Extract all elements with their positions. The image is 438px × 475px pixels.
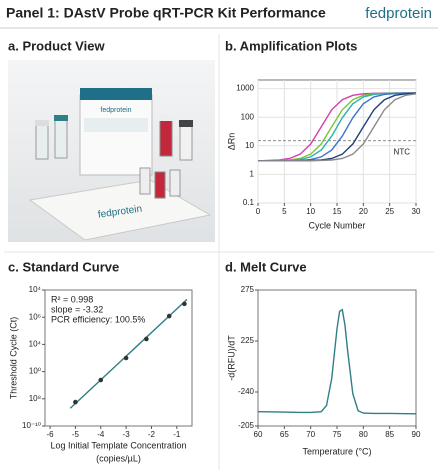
plot-frame <box>44 289 193 427</box>
y-tick-label: 275 <box>241 285 255 294</box>
y-axis-label: -d(RFU)/dT <box>226 335 236 381</box>
x-tick-label: 85 <box>385 430 394 439</box>
y-tick-label: 10⁻¹⁰ <box>22 421 41 430</box>
x-tick-label: 25 <box>385 207 394 216</box>
y-tick-label: 0.1 <box>243 198 255 207</box>
x-tick-label: 90 <box>412 430 421 439</box>
x-tick-label: -2 <box>148 430 156 439</box>
x-tick-label: 5 <box>282 207 287 216</box>
series-line <box>257 308 417 415</box>
x-tick-label: 10 <box>306 207 315 216</box>
series-line <box>258 93 417 162</box>
y-tick-label: 10⁴ <box>29 285 42 294</box>
y-axis-label: Threshold Cycle (Ct) <box>8 317 18 400</box>
x-tick-label: 30 <box>412 207 421 216</box>
header-title: Panel 1: DAstV Probe qRT-PCR Kit Perform… <box>6 5 326 21</box>
y-tick-label: 1000 <box>236 84 254 93</box>
x-tick-label: 70 <box>306 430 315 439</box>
point <box>144 336 149 342</box>
panel-title: a. Product View <box>8 38 105 53</box>
point <box>166 313 172 319</box>
x-tick-label: 60 <box>254 430 263 439</box>
x-tick-label: -3 <box>123 430 131 439</box>
annotation: PCR efficiency: 100.5% <box>51 314 145 324</box>
y-tick-label: -205 <box>238 421 255 430</box>
x-tick-label: -5 <box>72 430 80 439</box>
y-tick-label: 10⁴ <box>29 340 42 349</box>
y-tick-label: 10 <box>245 141 254 150</box>
x-tick-label: -4 <box>97 430 105 439</box>
chart-title: c. Standard Curve <box>8 259 119 274</box>
y-tick-label: 1 <box>250 170 255 179</box>
y-axis-label: ΔRn <box>226 133 236 151</box>
x-tick-label: 20 <box>359 207 368 216</box>
point <box>73 399 78 405</box>
chart-title: b. Amplification Plots <box>225 38 357 53</box>
point <box>123 355 129 361</box>
annotation: slope = -3.32 <box>51 304 103 314</box>
x-tick-label: -1 <box>173 430 181 439</box>
x-tick-label: 80 <box>359 430 368 439</box>
y-tick-label: 10⁸ <box>29 394 41 403</box>
y-tick-label: 225 <box>241 336 255 345</box>
plot-frame <box>257 289 417 427</box>
product-photo: fedprotein fedprotein <box>8 60 215 242</box>
x-axis-label: (copies/µL) <box>96 453 141 463</box>
chart-title: d. Melt Curve <box>225 259 307 274</box>
series-label: NTC <box>394 147 411 156</box>
x-axis-label: Temperature (°C) <box>302 446 371 456</box>
x-tick-label: 65 <box>280 430 289 439</box>
x-tick-label: -6 <box>47 430 55 439</box>
point <box>182 301 187 307</box>
x-tick-label: 0 <box>256 207 261 216</box>
point <box>98 377 104 383</box>
annotation: R² = 0.998 <box>51 294 93 304</box>
x-axis-label: Cycle Number <box>308 220 365 230</box>
header-brand: fedprotein <box>365 5 432 22</box>
x-axis-label: Log Initial Template Concentration <box>51 440 187 450</box>
box-brand: fedprotein <box>100 107 131 114</box>
y-tick-label: 10⁰ <box>29 367 41 376</box>
y-tick-label: 10⁶ <box>29 312 41 321</box>
x-tick-label: 15 <box>333 207 342 216</box>
y-tick-label: 100 <box>241 112 255 121</box>
y-tick-label: -240 <box>238 387 255 396</box>
x-tick-label: 75 <box>333 430 342 439</box>
